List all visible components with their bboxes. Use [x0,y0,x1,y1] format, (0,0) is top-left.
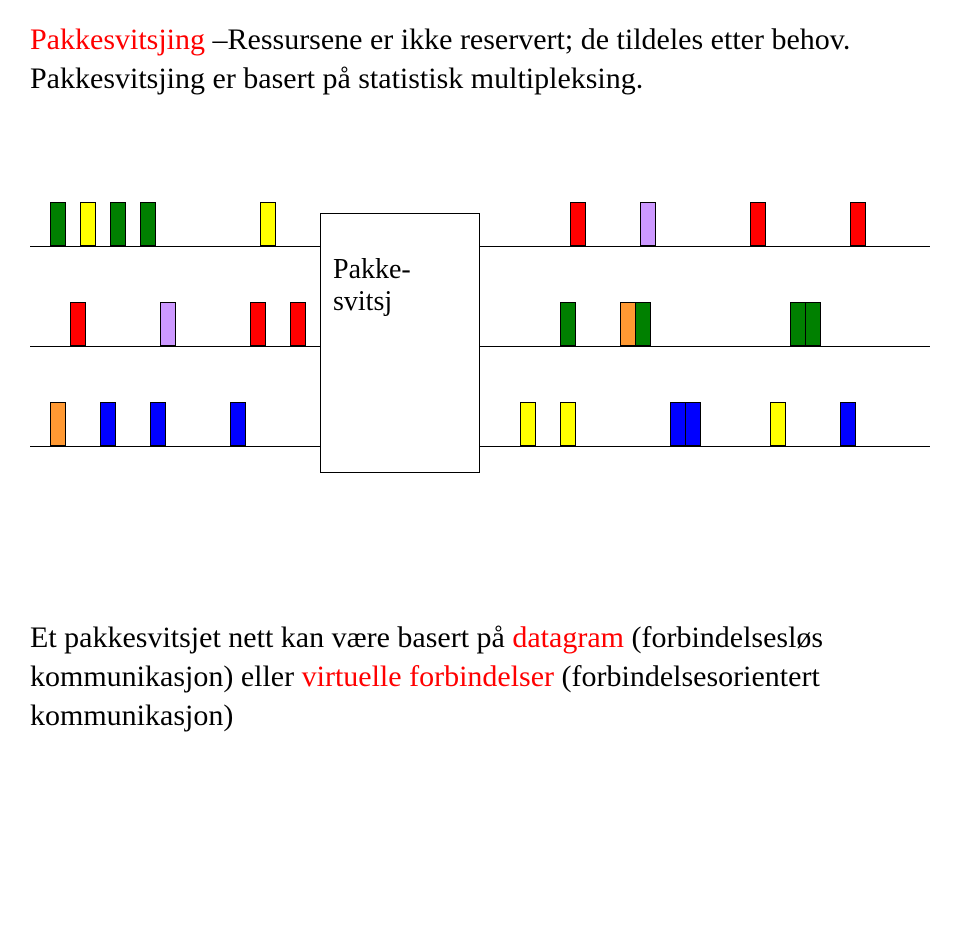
bottom-paragraph: Et pakkesvitsjet nett kan være basert på… [30,618,930,735]
packet-yellow [520,402,536,446]
packet-switch-diagram: Pakke-svitsj [30,158,930,558]
packet-green [805,302,821,346]
packet-green [635,302,651,346]
packet-green [140,202,156,246]
bottom-red2: virtuelle forbindelser [302,660,554,693]
packet-blue [670,402,686,446]
packet-red [750,202,766,246]
switch-label-line2: svitsj [333,286,479,318]
packet-red [250,302,266,346]
packet-orange [620,302,636,346]
packet-purple [640,202,656,246]
rail-line [480,446,930,447]
switch-box: Pakke-svitsj [320,213,480,473]
packet-blue [150,402,166,446]
rail-line [480,346,930,347]
packet-blue [100,402,116,446]
packet-yellow [560,402,576,446]
packet-red [290,302,306,346]
intro-red: Pakkesvitsjing [30,23,213,56]
packet-red [850,202,866,246]
packet-green [50,202,66,246]
packet-green [560,302,576,346]
packet-red [570,202,586,246]
rail-line [480,246,930,247]
packet-blue [840,402,856,446]
packet-blue [685,402,701,446]
bottom-l1: Et pakkesvitsjet nett kan være basert på [30,621,512,654]
intro-paragraph: Pakkesvitsjing –Ressursene er ikke reser… [30,20,930,98]
packet-yellow [80,202,96,246]
packet-green [790,302,806,346]
packet-orange [50,402,66,446]
rail-line [30,346,320,347]
packet-yellow [770,402,786,446]
packet-green [110,202,126,246]
bottom-red1: datagram [512,621,624,654]
rail-line [30,446,320,447]
switch-label-line1: Pakke- [333,254,479,286]
packet-blue [230,402,246,446]
packet-red [70,302,86,346]
rail-line [30,246,320,247]
packet-purple [160,302,176,346]
packet-yellow [260,202,276,246]
